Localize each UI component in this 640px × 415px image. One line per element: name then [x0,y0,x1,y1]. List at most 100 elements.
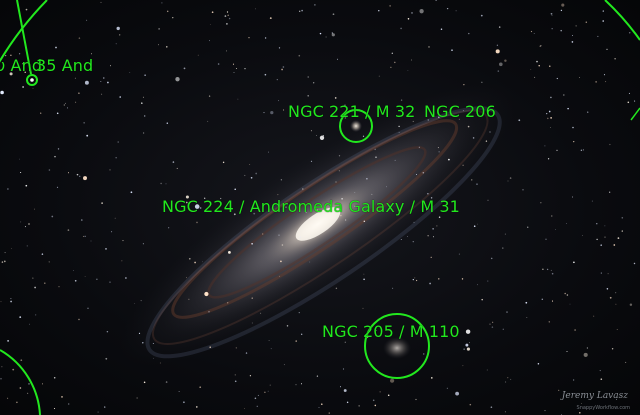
star [82,235,84,237]
star [580,149,583,152]
star [325,36,327,38]
star [438,278,440,280]
star [342,368,345,370]
star [165,381,168,383]
star [525,301,528,304]
star [609,191,611,193]
star [44,282,46,284]
star [111,231,113,233]
star [97,411,99,413]
star [256,405,258,407]
star [251,243,253,245]
star [209,40,210,42]
star [596,238,598,241]
star [144,74,146,76]
star [400,27,402,30]
star [461,278,464,280]
star [295,384,297,386]
star [90,240,92,242]
star [354,192,356,193]
star [372,399,375,402]
star [374,148,376,151]
star [172,161,175,163]
star [366,178,368,180]
star [282,66,285,68]
field-arc-left-top [0,0,48,63]
star [362,135,365,137]
star [142,342,144,344]
star [560,9,563,12]
star [244,68,246,70]
star [551,215,553,217]
field-arc-left-bottom [0,349,41,415]
star [40,112,42,114]
star [270,348,272,350]
star [480,14,483,17]
star [538,64,540,67]
star [465,329,471,334]
star [540,202,542,204]
star [232,63,235,65]
star [526,317,528,318]
star [427,193,429,195]
star [579,77,580,78]
star [435,0,437,1]
star [504,411,506,413]
star [100,1,102,3]
star [269,17,272,19]
star [87,307,89,309]
star [469,403,472,406]
star [9,72,13,76]
star [341,197,343,200]
star [35,314,37,316]
star [335,287,338,290]
star [495,49,500,54]
star [307,76,309,78]
star [550,96,552,99]
star [400,238,402,241]
star [540,45,542,47]
star [522,188,524,191]
star [114,217,116,219]
star [269,384,271,386]
star [267,390,269,392]
star [28,223,30,225]
star [567,107,569,110]
star [550,269,552,271]
star [591,200,593,202]
star [53,377,56,379]
star [302,188,304,190]
star [80,219,83,221]
star [143,381,146,384]
m110-galaxy [383,337,411,359]
star [196,221,198,224]
star [168,227,170,229]
star [194,261,197,264]
star [32,87,34,89]
star [555,229,556,230]
star [428,46,430,48]
star [56,112,59,115]
star [446,7,449,10]
star [390,66,392,68]
star [83,176,87,181]
star [103,77,105,79]
star [481,298,483,301]
star [227,302,229,304]
star [57,148,60,150]
star [78,318,80,321]
star [378,75,380,77]
star [599,370,601,372]
star [83,122,85,124]
star [254,397,257,400]
star [208,95,211,97]
star [74,279,77,282]
star [321,403,323,405]
star [415,398,417,401]
star [611,348,614,350]
star [67,229,70,231]
star [141,102,143,104]
star [233,213,236,216]
star [502,328,504,330]
star [331,32,333,34]
